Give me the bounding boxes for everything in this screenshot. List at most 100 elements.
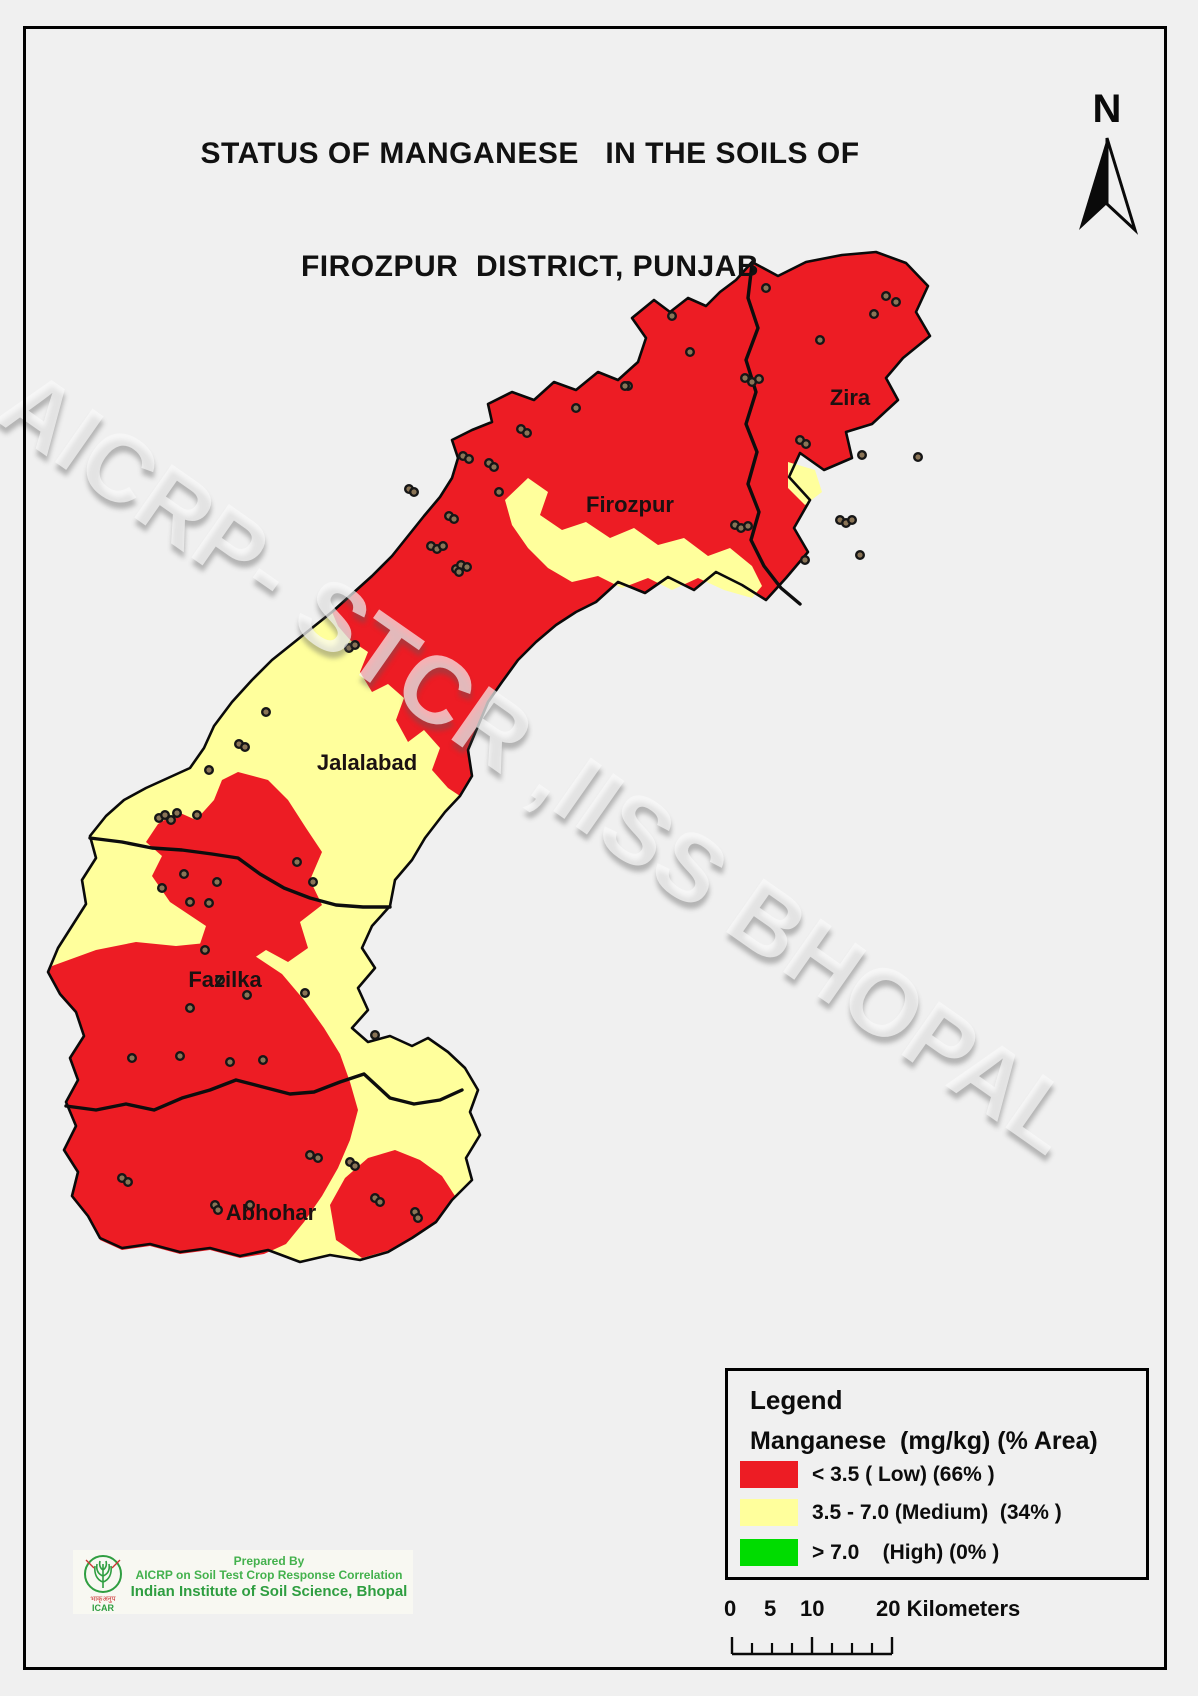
sample-point xyxy=(199,945,210,956)
scale-label-20km: 20 Kilometers xyxy=(876,1596,1021,1621)
region-label-fazilka: Fazilka xyxy=(188,967,262,992)
scale-label-0: 0 xyxy=(724,1596,737,1621)
scale-ruler-icon xyxy=(730,1637,894,1656)
sample-point xyxy=(409,487,420,498)
sample-point xyxy=(126,1052,137,1063)
sample-point xyxy=(203,898,214,909)
icar-logo-icon: भाकृअनुप ICAR xyxy=(84,1555,122,1613)
attribution: भाकृअनुप ICAR Prepared By AICRP on Soil … xyxy=(73,1550,413,1614)
sample-point xyxy=(761,283,772,294)
sample-point xyxy=(815,335,826,346)
attribution-text: Prepared By AICRP on Soil Test Crop Resp… xyxy=(129,1554,409,1601)
sample-point xyxy=(754,374,765,385)
legend-subheading: Manganese (mg/kg) (% Area) xyxy=(750,1427,1098,1455)
sample-point xyxy=(165,815,176,826)
sample-point xyxy=(913,452,924,463)
north-arrow-icon: N xyxy=(1079,87,1139,235)
sample-point xyxy=(258,1054,269,1065)
north-arrow-right-half xyxy=(1105,137,1139,235)
sample-point xyxy=(122,1176,133,1187)
sample-point xyxy=(211,877,222,888)
sample-point xyxy=(685,347,696,358)
sample-point xyxy=(375,1196,386,1207)
sample-point xyxy=(413,1212,424,1223)
sample-point xyxy=(184,1003,195,1014)
map-region-low-north xyxy=(332,252,930,796)
sample-point xyxy=(847,515,858,526)
sample-point xyxy=(740,373,751,384)
region-labels-layer: Zira Firozpur Jalalabad Fazilka Abhohar xyxy=(188,385,871,1225)
sample-point xyxy=(241,990,252,1001)
sample-point xyxy=(438,541,449,552)
sample-point xyxy=(891,297,902,308)
scale-bar: 0 5 10 20 Kilometers xyxy=(660,1596,1080,1666)
attribution-prepared-by: Prepared By xyxy=(233,1554,305,1568)
tehsil-boundary-jalalabad-fazilka xyxy=(88,836,392,909)
north-arrow-left-half xyxy=(1079,138,1107,230)
icar-logo-text: ICAR xyxy=(92,1603,114,1613)
sample-point xyxy=(454,567,465,578)
sample-point xyxy=(857,450,868,461)
sample-point xyxy=(159,810,170,821)
legend-label-high: > 7.0 (High) (0% ) xyxy=(812,1541,1000,1564)
page-title: STATUS OF MANGANESE IN THE SOILS OF FIRO… xyxy=(140,60,920,323)
sample-point xyxy=(667,311,678,322)
legend: Legend Manganese (mg/kg) (% Area) < 3.5 … xyxy=(725,1368,1149,1580)
sample-point xyxy=(571,403,582,414)
sample-point xyxy=(350,1160,361,1171)
north-label: N xyxy=(1093,87,1122,131)
sample-point xyxy=(171,808,182,819)
sample-point xyxy=(855,550,866,561)
map-region-medium-east-patch xyxy=(788,462,822,505)
attribution-project: AICRP on Soil Test Crop Response Correla… xyxy=(135,1568,403,1583)
sample-point xyxy=(212,1204,223,1215)
sample-point xyxy=(494,487,505,498)
sample-point xyxy=(869,309,880,320)
sample-point xyxy=(313,1152,324,1163)
scale-label-5: 5 xyxy=(764,1596,777,1621)
sample-point xyxy=(801,439,812,450)
legend-heading: Legend xyxy=(750,1385,843,1415)
region-label-abhohar: Abhohar xyxy=(226,1200,317,1225)
attribution-institute: Indian Institute of Soil Science, Bhopal xyxy=(130,1582,408,1600)
sample-point xyxy=(370,1029,381,1040)
sample-point xyxy=(292,857,303,868)
sample-point xyxy=(881,291,892,302)
legend-label-medium: 3.5 - 7.0 (Medium) (34% ) xyxy=(812,1501,1062,1524)
sample-point xyxy=(178,869,189,880)
sample-point xyxy=(174,1050,185,1061)
sample-point xyxy=(244,1199,255,1210)
title-line-2: FIROZPUR DISTRICT, PUNJAB xyxy=(300,249,760,283)
sample-point xyxy=(300,988,311,999)
sample-point xyxy=(239,742,250,753)
sample-point xyxy=(800,555,811,566)
sample-point xyxy=(449,514,460,525)
sample-point xyxy=(156,883,167,894)
region-label-jalalabad: Jalalabad xyxy=(317,750,417,775)
legend-swatch-medium xyxy=(740,1499,798,1526)
tehsil-boundary-fazilka-abhohar xyxy=(64,1072,464,1112)
legend-label-low: < 3.5 ( Low) (66% ) xyxy=(812,1463,995,1486)
region-label-zira: Zira xyxy=(830,385,871,410)
scale-label-10: 10 xyxy=(800,1596,825,1621)
sample-point xyxy=(305,1149,316,1160)
sample-point xyxy=(489,462,500,473)
sample-point xyxy=(203,765,214,776)
sample-point xyxy=(261,707,272,718)
sample-point xyxy=(308,877,319,888)
map-region-low-south xyxy=(330,1150,455,1258)
legend-swatch-low xyxy=(740,1461,798,1488)
sample-point xyxy=(522,428,533,439)
legend-swatch-high xyxy=(740,1539,798,1566)
sample-points-layer xyxy=(116,283,924,1223)
sample-point xyxy=(743,521,754,532)
sample-point xyxy=(214,975,225,986)
sample-point xyxy=(464,454,475,465)
region-label-firozpur: Firozpur xyxy=(586,492,674,517)
sample-point xyxy=(462,562,473,573)
sample-point xyxy=(184,897,195,908)
sample-point xyxy=(620,381,631,392)
sample-point xyxy=(191,810,202,821)
